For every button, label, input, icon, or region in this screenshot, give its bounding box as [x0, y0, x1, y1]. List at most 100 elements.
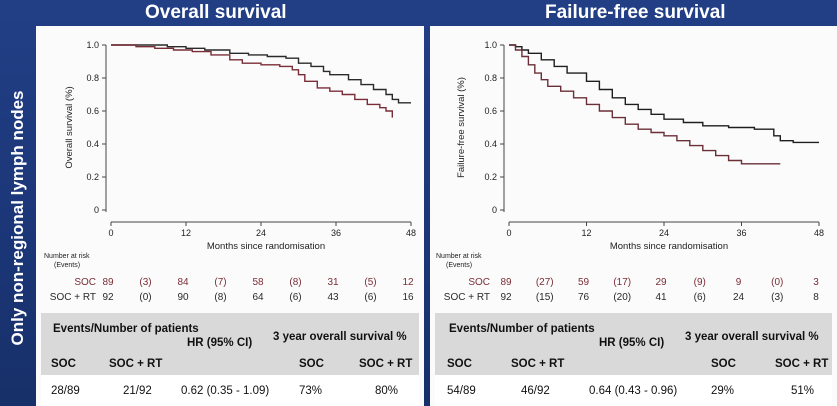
- side-label: Only non-regional lymph nodes: [0, 30, 36, 406]
- risk-table-subheader: (Events): [54, 262, 80, 269]
- risk-value: 58: [252, 277, 264, 288]
- risk-value: 59: [578, 277, 590, 288]
- y-tick-label: 0.6: [484, 106, 497, 116]
- events-header: Events/Number of patients: [53, 323, 199, 335]
- risk-value: 16: [402, 292, 414, 303]
- y-tick-label: 0.6: [86, 106, 99, 116]
- events-soc-header: SOC: [51, 358, 76, 370]
- survival-soc-header: SOC: [711, 358, 736, 370]
- events-socrt-value: 46/92: [521, 385, 550, 397]
- risk-value: (8): [214, 292, 226, 303]
- risk-value: (17): [613, 277, 631, 288]
- hr-value: 0.64 (0.43 - 0.96): [589, 385, 678, 397]
- risk-table-header: Number at risk: [436, 253, 482, 260]
- risk-row-label: SOC: [74, 277, 96, 288]
- risk-table-header: Number at risk: [44, 253, 90, 260]
- risk-value: (0): [139, 292, 151, 303]
- survival-soc-header: SOC: [299, 358, 324, 370]
- risk-value: (6): [694, 292, 706, 303]
- x-tick-label: 36: [331, 228, 341, 238]
- events-soc-value: 28/89: [51, 385, 80, 397]
- km-curve-series-1: [509, 44, 819, 144]
- risk-value: 24: [733, 292, 745, 303]
- risk-value: 76: [578, 292, 590, 303]
- y-tick-label: 0.2: [86, 172, 99, 182]
- y-tick-label: 0.8: [484, 73, 497, 83]
- y-tick-label: 0: [94, 205, 99, 215]
- side-label-text: Only non-regional lymph nodes: [8, 90, 27, 346]
- table-header-row: [435, 313, 832, 375]
- overall-survival-summary-table: Events/Number of patients HR (95% CI) 3 …: [41, 313, 419, 406]
- risk-value: (9): [694, 277, 706, 288]
- x-axis-label: Months since randomisation: [207, 241, 325, 252]
- table-header-row: [41, 313, 419, 375]
- risk-value: 92: [102, 292, 114, 303]
- events-socrt-value: 21/92: [123, 385, 152, 397]
- y-tick-label: 1.0: [86, 40, 99, 50]
- risk-value: 9: [736, 277, 742, 288]
- km-curve-series-2: [509, 44, 781, 165]
- risk-value: (3): [771, 292, 783, 303]
- x-tick-label: 0: [506, 228, 511, 238]
- hr-header: HR (95% CI): [599, 337, 665, 349]
- risk-row-label: SOC + RT: [444, 292, 490, 303]
- y-axis-label: Failure-free survival (%): [456, 77, 467, 178]
- km-curve-series-1: [111, 44, 411, 104]
- risk-value: (3): [139, 277, 151, 288]
- risk-value: (8): [289, 277, 301, 288]
- y-tick-label: 0: [492, 205, 497, 215]
- survival-header: 3 year overall survival %: [273, 331, 407, 343]
- chart-title-failure-free: Failure-free survival: [545, 2, 726, 23]
- x-tick-label: 48: [814, 228, 824, 238]
- failure-free-survival-summary-table: Events/Number of patients HR (95% CI) 3 …: [435, 313, 832, 406]
- risk-value: 3: [813, 277, 819, 288]
- failure-free-survival-chart: 0 0.2 0.4 0.6 0.8 1.0 0 12 24 36 48 Months since ra…: [436, 40, 824, 303]
- risk-value: (0): [771, 277, 783, 288]
- km-curve-series-2: [111, 44, 393, 118]
- events-soc-value: 54/89: [447, 385, 476, 397]
- chart-title-overall: Overall survival: [145, 2, 287, 23]
- risk-table-subheader: (Events): [446, 262, 472, 269]
- risk-value: 90: [177, 292, 189, 303]
- survival-socrt-header: SOC + RT: [775, 358, 829, 370]
- x-axis-label: Months since randomisation: [610, 241, 728, 252]
- events-header: Events/Number of patients: [449, 323, 595, 335]
- risk-row-label: SOC: [468, 277, 490, 288]
- x-tick-label: 0: [108, 228, 113, 238]
- risk-value: 43: [327, 292, 339, 303]
- risk-value: 41: [655, 292, 667, 303]
- risk-value: (5): [364, 277, 376, 288]
- risk-value: 12: [402, 277, 414, 288]
- risk-value: 8: [813, 292, 819, 303]
- x-tick-label: 12: [181, 228, 191, 238]
- survival-socrt-value: 51%: [791, 385, 815, 397]
- risk-value: 84: [177, 277, 189, 288]
- y-tick-label: 0.4: [484, 139, 497, 149]
- survival-soc-value: 29%: [711, 385, 735, 397]
- y-tick-label: 0.8: [86, 73, 99, 83]
- risk-value: (20): [613, 292, 631, 303]
- hr-header: HR (95% CI): [187, 337, 253, 349]
- survival-header: 3 year overall survival %: [685, 331, 819, 343]
- risk-row-label: SOC + RT: [50, 292, 96, 303]
- risk-value: (6): [364, 292, 376, 303]
- y-axis-label: Overall survival (%): [64, 86, 75, 168]
- overall-survival-panel: 0 0.2 0.4 0.6 0.8 1.0 0 12 24 36 48 Months since ra…: [36, 26, 424, 406]
- risk-value: 89: [500, 277, 512, 288]
- risk-value: 92: [500, 292, 512, 303]
- survival-socrt-header: SOC + RT: [359, 358, 413, 370]
- events-soc-header: SOC: [447, 358, 472, 370]
- overall-survival-chart: 0 0.2 0.4 0.6 0.8 1.0 0 12 24 36 48 Months since ra…: [44, 40, 416, 303]
- risk-value: 89: [102, 277, 114, 288]
- risk-value: 29: [655, 277, 667, 288]
- hr-value: 0.62 (0.35 - 1.09): [181, 385, 270, 397]
- risk-value: 64: [252, 292, 264, 303]
- y-tick-label: 0.4: [86, 139, 99, 149]
- failure-free-survival-panel: 0 0.2 0.4 0.6 0.8 1.0 0 12 24 36 48 Months since ra…: [430, 26, 837, 406]
- survival-soc-value: 73%: [299, 385, 323, 397]
- risk-value: (6): [289, 292, 301, 303]
- x-tick-label: 24: [659, 228, 669, 238]
- events-socrt-header: SOC + RT: [511, 358, 565, 370]
- events-socrt-header: SOC + RT: [109, 358, 163, 370]
- survival-socrt-value: 80%: [375, 385, 399, 397]
